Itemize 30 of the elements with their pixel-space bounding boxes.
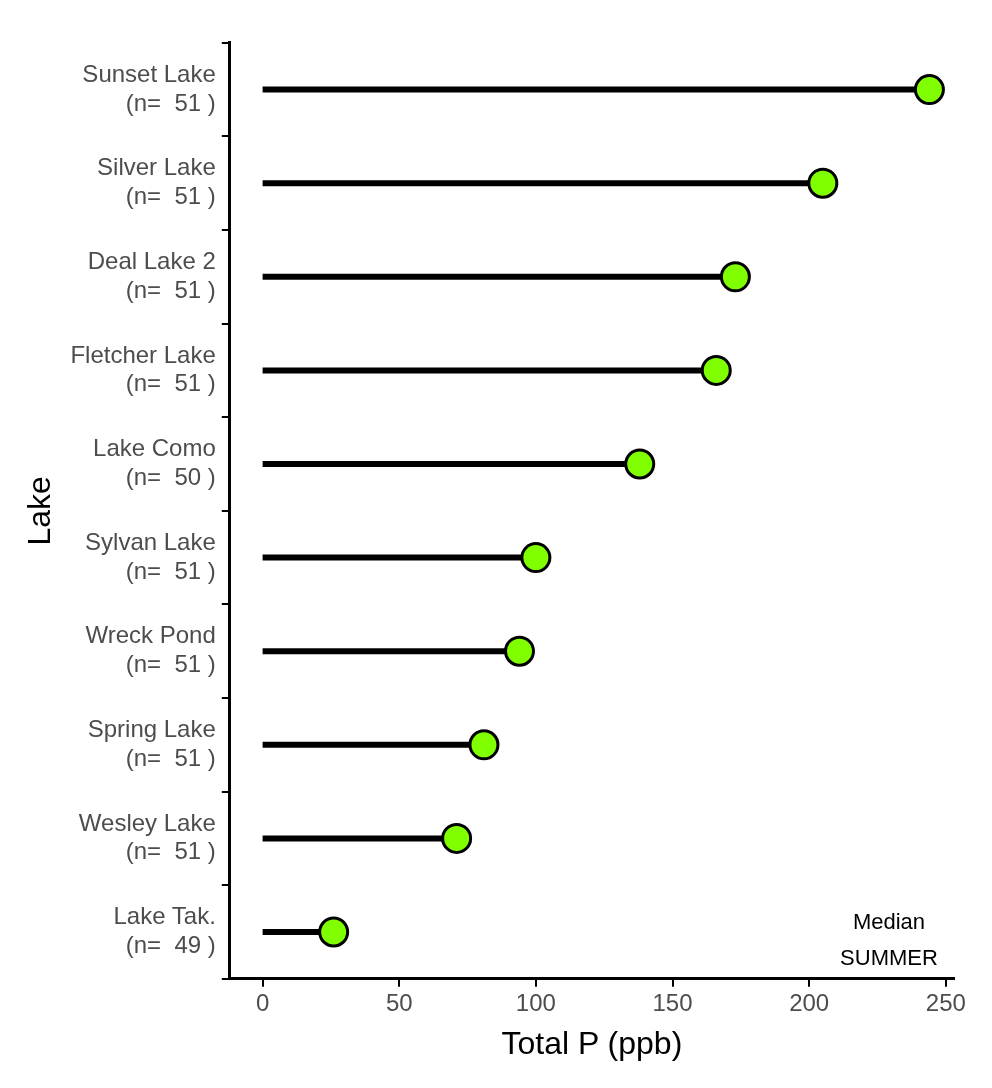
point [700, 354, 732, 386]
y-axis-title: Lake [21, 476, 58, 546]
point [719, 261, 751, 293]
point [318, 916, 350, 948]
point [520, 542, 552, 574]
x-tick-label: 50 [385, 988, 413, 1016]
y-tick-label: Spring Lake (n= 51 ) [87, 715, 216, 771]
x-tick-label: 150 [652, 988, 693, 1016]
y-tick-label: Sunset Lake (n= 51 ) [82, 59, 216, 116]
y-tick-label: Deal Lake 2 (n= 51 ) [87, 247, 216, 303]
x-tick-label: 100 [515, 988, 556, 1016]
y-tick-label: Lake Como (n= 50 ) [93, 434, 216, 491]
x-tick-label: 250 [925, 988, 966, 1016]
x-tick-label: 200 [789, 988, 830, 1016]
point [807, 167, 839, 199]
point [503, 635, 535, 667]
y-tick-label: Wreck Pond (n= 51 ) [85, 621, 216, 678]
y-tick-label: Lake Tak. (n= 49 ) [113, 902, 216, 959]
annotation: SUMMER [840, 944, 938, 970]
x-axis-title: Total P (ppb) [501, 1024, 683, 1061]
x-tick-label: 0 [255, 988, 270, 1016]
point [913, 74, 945, 106]
point [441, 822, 473, 854]
y-tick-label: Sylvan Lake (n= 51 ) [85, 527, 216, 584]
y-tick-label: Fletcher Lake (n= 51 ) [70, 340, 216, 397]
annotation: Median [852, 908, 926, 934]
y-tick-label: Silver Lake (n= 51 ) [97, 153, 216, 210]
y-tick-label: Wesley Lake (n= 51 ) [78, 808, 216, 865]
point [624, 448, 656, 480]
point [468, 729, 500, 761]
